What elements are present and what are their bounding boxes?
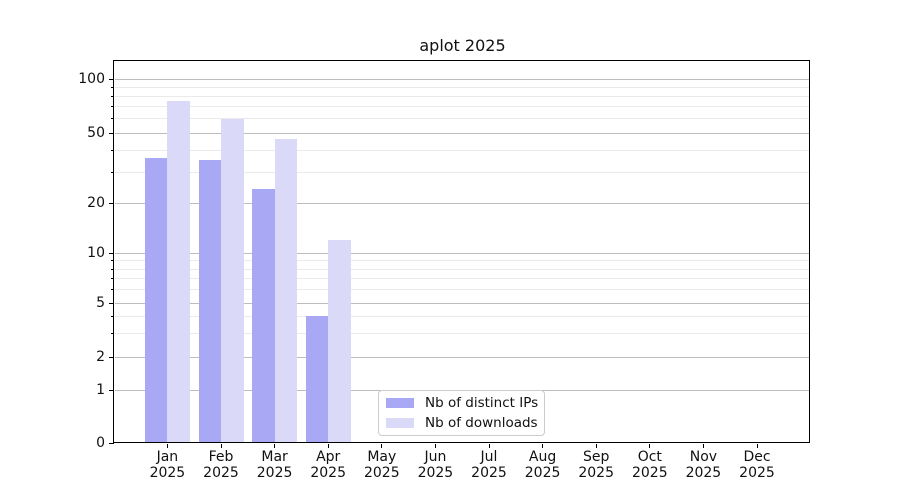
gridline-major xyxy=(115,252,809,254)
gridline-major xyxy=(115,356,809,358)
y-tick-minor xyxy=(111,260,114,262)
gridline-minor xyxy=(115,332,809,334)
y-tick-minor xyxy=(111,171,114,173)
y-tick-minor xyxy=(111,86,114,88)
bar-downloads-apr xyxy=(328,239,351,443)
bar-distinct-ips-apr xyxy=(305,316,329,443)
x-tick-label-mar: Mar 2025 xyxy=(256,449,293,481)
y-tick-major xyxy=(109,389,114,391)
y-tick-minor xyxy=(111,289,114,291)
y-tick-label-20: 20 xyxy=(87,195,105,211)
y-tick-minor xyxy=(111,268,114,270)
y-tick-major xyxy=(109,132,114,134)
y-tick-label-1: 1 xyxy=(96,382,105,398)
x-tick-label-jun: Jun 2025 xyxy=(417,449,454,481)
y-tick-label-10: 10 xyxy=(87,245,105,261)
x-tick-aug xyxy=(542,444,544,448)
gridline-minor xyxy=(115,86,809,88)
x-tick-label-sep: Sep 2025 xyxy=(578,449,614,481)
legend-item-downloads: Nb of downloads xyxy=(386,415,538,431)
y-tick-minor xyxy=(111,118,114,120)
x-tick-label-oct: Oct 2025 xyxy=(631,449,668,481)
gridline-minor xyxy=(115,106,809,108)
x-tick-feb xyxy=(220,444,222,448)
bar-downloads-feb xyxy=(221,118,244,443)
legend-label: Nb of downloads xyxy=(425,415,538,431)
bar-distinct-ips-jan xyxy=(144,158,168,443)
gridline-major xyxy=(115,132,809,134)
bar-downloads-jan xyxy=(167,101,190,443)
y-tick-minor xyxy=(111,149,114,151)
y-tick-label-5: 5 xyxy=(96,295,105,311)
y-tick-major xyxy=(109,78,114,80)
x-tick-label-aug: Aug 2025 xyxy=(524,449,561,481)
y-tick-label-0: 0 xyxy=(96,435,105,451)
x-tick-oct xyxy=(649,444,651,448)
gridline-minor xyxy=(115,260,809,262)
x-tick-label-nov: Nov 2025 xyxy=(685,449,722,481)
gridline-minor xyxy=(115,268,809,270)
y-tick-minor xyxy=(111,95,114,97)
y-tick-minor xyxy=(111,106,114,108)
legend: Nb of distinct IPs Nb of downloads xyxy=(378,390,545,436)
bar-distinct-ips-mar xyxy=(252,189,275,443)
x-tick-jun xyxy=(434,444,436,448)
x-tick-label-apr: Apr 2025 xyxy=(310,449,346,481)
x-tick-label-feb: Feb 2025 xyxy=(203,449,239,481)
x-tick-label-jan: Jan 2025 xyxy=(149,449,186,481)
x-tick-jul xyxy=(488,444,490,448)
chart-title: aplot 2025 xyxy=(419,36,506,55)
y-tick-label-100: 100 xyxy=(78,71,105,87)
legend-swatch-downloads xyxy=(386,418,414,428)
x-tick-dec xyxy=(756,444,758,448)
x-tick-apr xyxy=(327,444,329,448)
x-tick-label-jul: Jul 2025 xyxy=(471,449,507,481)
gridline-minor xyxy=(115,118,809,120)
x-tick-nov xyxy=(702,444,704,448)
y-tick-major xyxy=(109,442,114,444)
x-tick-mar xyxy=(274,444,276,448)
legend-label: Nb of distinct IPs xyxy=(425,395,539,411)
legend-item-distinct-ips: Nb of distinct IPs xyxy=(386,395,539,411)
x-tick-label-may: May 2025 xyxy=(363,449,400,481)
y-tick-major xyxy=(109,252,114,254)
y-tick-major xyxy=(109,356,114,358)
gridline-minor xyxy=(115,289,809,291)
y-tick-minor xyxy=(111,332,114,334)
y-tick-minor xyxy=(111,315,114,317)
x-tick-may xyxy=(381,444,383,448)
y-tick-minor xyxy=(111,278,114,280)
y-tick-major xyxy=(109,202,114,204)
gridline-minor xyxy=(115,315,809,317)
legend-swatch-distinct-ips xyxy=(386,398,414,408)
bar-distinct-ips-feb xyxy=(198,160,221,443)
gridline-minor xyxy=(115,278,809,280)
gridline-major xyxy=(115,202,809,204)
y-tick-label-50: 50 xyxy=(87,125,105,141)
y-tick-major xyxy=(109,302,114,304)
gridline-minor xyxy=(115,149,809,151)
gridline-minor xyxy=(115,171,809,173)
gridline-major xyxy=(115,302,809,304)
x-tick-label-dec: Dec 2025 xyxy=(739,449,775,481)
x-tick-sep xyxy=(595,444,597,448)
bar-downloads-mar xyxy=(274,139,298,443)
gridline-major xyxy=(115,78,809,80)
y-tick-label-2: 2 xyxy=(96,349,105,365)
gridline-minor xyxy=(115,95,809,97)
x-tick-jan xyxy=(166,444,168,448)
